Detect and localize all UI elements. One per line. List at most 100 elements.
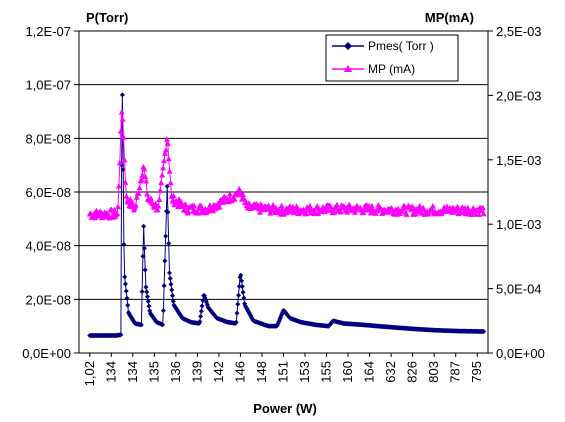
data-point (119, 116, 126, 122)
data-point (246, 201, 253, 207)
data-point (92, 214, 99, 221)
data-point (143, 178, 150, 184)
data-point (346, 201, 353, 208)
y-right-tick-label: 1,0E-03 (496, 217, 542, 232)
data-point (416, 202, 423, 209)
y-left-tick-label: 4,0E-08 (25, 239, 71, 254)
data-point (160, 308, 166, 314)
x-tick-label: 803 (426, 361, 441, 383)
data-point (144, 294, 150, 300)
data-point (157, 187, 164, 193)
y-left-axis-title: P(Torr) (86, 10, 128, 25)
data-point (161, 157, 168, 164)
data-point (240, 191, 247, 198)
data-point (191, 202, 198, 209)
legend: Pmes( Torr ) MP (mA) (325, 34, 459, 82)
data-point (125, 302, 131, 308)
data-point (185, 208, 192, 215)
x-tick-label: 155 (319, 361, 334, 383)
data-point (156, 196, 163, 203)
x-tick-label: 151 (276, 361, 291, 383)
data-point (118, 108, 125, 115)
data-point (420, 205, 427, 211)
y-left-tick-label: 1,0E-07 (25, 78, 71, 93)
data-point (141, 245, 147, 251)
data-point (166, 168, 173, 174)
x-tick-label: 139 (189, 361, 204, 383)
data-point (115, 182, 122, 189)
data-point (144, 289, 150, 295)
data-point (374, 207, 381, 214)
y-left-tick-label: 8,0E-08 (25, 131, 71, 146)
data-point (162, 258, 168, 264)
x-tick-label: 136 (168, 361, 183, 383)
x-tick-label: 164 (362, 361, 377, 383)
series-pmes (87, 92, 487, 339)
x-tick-label: 148 (254, 361, 269, 383)
data-point (121, 156, 128, 163)
data-point (278, 202, 285, 209)
data-point (166, 240, 172, 246)
data-point (166, 270, 172, 276)
y-right-tick-label: 0,0E+00 (496, 346, 545, 361)
data-point (119, 92, 125, 98)
data-point (135, 190, 142, 196)
plot-series (86, 92, 487, 339)
data-point (111, 206, 118, 213)
legend-marker-pmes (344, 42, 352, 50)
data-point (199, 303, 205, 309)
data-point (242, 198, 249, 204)
data-point (163, 136, 170, 142)
data-point (182, 201, 189, 208)
data-point (138, 322, 144, 328)
data-point (155, 203, 162, 209)
data-point (231, 196, 238, 202)
data-point (114, 203, 121, 210)
data-point (395, 205, 402, 212)
data-point (121, 241, 127, 247)
data-point (117, 128, 124, 134)
x-tick-label: 1,02 (82, 361, 97, 386)
data-point (226, 191, 233, 197)
x-tick-label: 787 (448, 361, 463, 383)
data-point (239, 284, 245, 290)
data-point (236, 292, 242, 298)
data-point (122, 179, 129, 185)
data-point (120, 134, 127, 140)
data-point (138, 176, 145, 182)
data-point (200, 298, 206, 304)
data-point (236, 283, 242, 289)
tick-labels: 0,0E+00 2,0E-08 4,0E-08 6,0E-08 8,0E-08 1,0E-… (22, 24, 545, 386)
data-point (480, 210, 487, 217)
data-point (162, 146, 169, 153)
data-point (145, 298, 151, 304)
data-point (475, 211, 482, 217)
data-point (167, 276, 173, 282)
data-point (144, 191, 151, 197)
data-point (429, 203, 436, 209)
data-point (413, 210, 420, 217)
data-point (409, 203, 416, 209)
data-point (321, 208, 328, 215)
data-point (139, 289, 145, 295)
data-point (133, 194, 140, 200)
data-point (235, 301, 241, 307)
series-mp (86, 108, 487, 221)
legend-label-mp: MP (mA) (368, 62, 415, 76)
data-point (168, 281, 174, 287)
x-tick-label: 826 (405, 361, 420, 383)
y-left-tick-label: 0,0E+00 (22, 346, 71, 361)
data-point (256, 209, 263, 215)
data-point (344, 209, 351, 215)
x-tick-label: 160 (340, 361, 355, 383)
data-point (215, 201, 222, 207)
y-left-tick-label: 6,0E-08 (25, 185, 71, 200)
data-point (132, 202, 139, 208)
y-left-tick-label: 2,0E-08 (25, 292, 71, 307)
data-point (170, 192, 177, 199)
data-point (154, 206, 161, 213)
data-point (472, 211, 479, 217)
data-point (136, 184, 143, 191)
data-point (160, 164, 167, 171)
data-point (142, 173, 149, 179)
